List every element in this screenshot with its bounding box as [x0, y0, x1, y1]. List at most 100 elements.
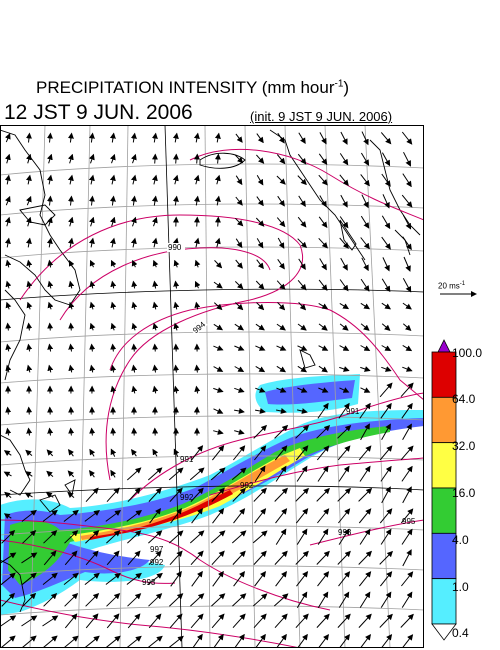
wind-arrow [274, 445, 288, 461]
wind-arrow [340, 131, 348, 145]
wind-arrow [276, 633, 287, 648]
wind-arrow [401, 634, 414, 648]
wind-arrow [360, 323, 370, 331]
wind-arrow [295, 550, 309, 565]
wind-arrow [151, 195, 158, 206]
wind-arrow [379, 613, 393, 628]
wind-arrow [233, 508, 246, 524]
wind-arrow [381, 486, 391, 504]
wind-arrow [173, 280, 180, 289]
wind-arrow [126, 510, 142, 522]
wind-arrow [26, 364, 33, 373]
wind-arrow [235, 154, 244, 164]
wind-arrow [379, 508, 393, 524]
wind-arrow [68, 260, 75, 268]
wind-arrow [318, 365, 328, 373]
wind-arrow [338, 571, 351, 587]
wind-arrow [338, 528, 350, 545]
wind-arrow [255, 217, 265, 227]
wind-arrow [126, 467, 142, 481]
wind-arrow [109, 153, 116, 164]
wind-arrow [231, 530, 247, 544]
wind-arrow [296, 571, 309, 587]
colorbar-overflow-triangle [437, 339, 451, 353]
wind-arrow [169, 550, 183, 566]
wind-arrow [0, 635, 16, 648]
wind-arrow [88, 216, 95, 227]
wind-arrow [276, 365, 287, 373]
colorbar-label: 4.0 [452, 533, 469, 547]
wind-arrow [169, 487, 183, 502]
wind-arrow [231, 467, 247, 481]
wind-arrow [190, 487, 204, 502]
wind-arrow [110, 385, 117, 394]
wind-arrow [319, 258, 327, 271]
wind-arrow [67, 448, 74, 457]
wind-arrow [232, 613, 246, 629]
wind-arrow [339, 279, 349, 292]
wind-arrow [401, 465, 413, 482]
colorbar-label: 64.0 [452, 392, 476, 406]
wind-arrow [64, 613, 78, 629]
wind-arrow [255, 280, 265, 290]
wind-arrow [131, 216, 137, 227]
wind-arrow [26, 343, 33, 352]
wind-arrow [5, 364, 12, 373]
wind-arrow [110, 364, 117, 373]
wind-arrow [45, 492, 54, 499]
wind-arrow [256, 302, 265, 311]
wind-arrow [172, 153, 179, 164]
wind-arrow [47, 364, 54, 373]
wind-arrow [68, 301, 75, 310]
wind-arrow [152, 385, 159, 394]
wind-arrow [191, 570, 203, 587]
wind-arrow [380, 402, 392, 419]
wind-arrow [400, 613, 414, 628]
wind-arrow [127, 550, 141, 566]
wind-arrow [359, 465, 371, 482]
wind-arrow [297, 323, 307, 331]
wind-arrow [361, 131, 369, 146]
wind-arrow [380, 465, 392, 482]
wind-arrow [235, 259, 243, 269]
wind-arrow [400, 508, 414, 524]
wind-arrow [22, 530, 37, 544]
wind-arrow [361, 194, 369, 209]
wind-arrow [402, 173, 412, 188]
wind-arrow [337, 550, 351, 565]
wind-arrow [152, 364, 159, 373]
wind-arrow [316, 550, 330, 565]
wind-arrow [360, 215, 370, 229]
wind-arrow [274, 424, 289, 439]
wind-arrow [189, 530, 205, 544]
wind-arrow [25, 216, 32, 227]
wind-arrow [296, 465, 308, 482]
wind-arrow [67, 153, 74, 164]
wind-arrow [317, 465, 329, 482]
isobar-label: 991 [180, 455, 194, 464]
wind-arrow [190, 550, 204, 566]
wind-arrow [110, 469, 117, 478]
wind-arrow [191, 445, 204, 461]
wind-arrow [402, 278, 412, 293]
wind-arrow [254, 465, 266, 482]
map-frame [0, 125, 424, 648]
wind-arrow [68, 280, 75, 289]
wind-arrow [5, 427, 12, 436]
wind-arrow [47, 301, 54, 310]
wind-arrow [296, 591, 308, 608]
wind-arrow [358, 613, 372, 628]
wind-arrow [127, 530, 142, 544]
wind-arrow [339, 366, 350, 372]
wind-arrow [109, 237, 116, 248]
wind-arrow [338, 465, 350, 482]
wind-arrow [211, 613, 225, 629]
wind-arrow [46, 449, 54, 457]
wind-arrow [235, 217, 244, 227]
wind-arrow [172, 195, 179, 206]
wind-arrow [361, 257, 369, 272]
wind-arrow [152, 280, 159, 289]
wind-arrow [3, 450, 12, 457]
wind-arrow [130, 153, 137, 164]
wind-arrow [5, 259, 12, 268]
